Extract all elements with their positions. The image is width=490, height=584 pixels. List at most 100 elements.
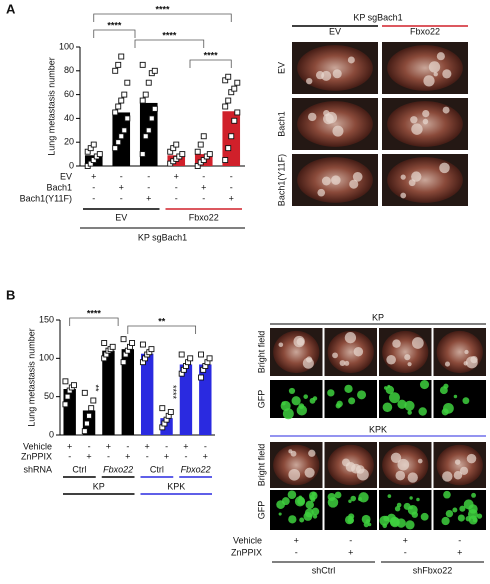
gfp-spot: [420, 512, 429, 521]
data-point: [145, 127, 152, 134]
significance: ****: [87, 308, 102, 318]
nodule: [288, 468, 301, 481]
nodule: [321, 70, 332, 81]
nodule: [407, 472, 418, 483]
gfp-spot: [389, 517, 400, 528]
nodule: [344, 360, 350, 366]
data-point: [139, 61, 146, 68]
data-point: [84, 148, 91, 155]
nodule: [411, 123, 423, 135]
y-axis-title: Lung metastasis number: [26, 328, 36, 427]
condition-mark: -: [126, 441, 129, 451]
data-point: [115, 139, 122, 146]
significance-bracket: [93, 29, 136, 38]
gfp-spot: [288, 515, 297, 524]
condition-mark: +: [203, 451, 208, 461]
condition-mark: -: [202, 193, 205, 203]
significance-bracket: [189, 59, 232, 68]
panel-label: B: [6, 287, 15, 302]
group-label: Fbxo22: [181, 464, 211, 474]
nodule: [422, 118, 429, 125]
gfp-spot: [443, 490, 451, 499]
condition-mark: +: [67, 441, 72, 451]
nodule: [349, 179, 359, 189]
condition-mark: +: [201, 182, 206, 192]
nodule: [422, 109, 430, 118]
data-point: [142, 91, 149, 98]
gfp-spot: [407, 504, 418, 515]
gfp-spot: [476, 513, 483, 519]
gfp-spot: [397, 399, 407, 409]
data-point: [124, 79, 131, 86]
gfp-spot: [382, 523, 388, 529]
data-point: [87, 145, 94, 152]
nodule: [410, 116, 418, 124]
condition-mark: -: [458, 535, 461, 545]
image-row-label: GFP: [256, 501, 266, 520]
gfp-spot: [363, 522, 369, 528]
condition-mark: +: [119, 182, 124, 192]
image-column-label: Fbxo22: [410, 26, 440, 36]
data-point: [118, 133, 125, 140]
row-label: Bach1: [46, 182, 72, 192]
condition-mark: -: [88, 441, 91, 451]
nodule: [332, 352, 338, 359]
data-point: [194, 163, 201, 169]
gfp-spot: [312, 396, 318, 401]
data-point: [90, 141, 97, 148]
nodule: [390, 452, 402, 463]
gfp-spot: [282, 408, 294, 420]
nodule: [339, 360, 346, 366]
group-label: Ctrl: [72, 464, 86, 474]
condition-mark: -: [165, 441, 168, 451]
significance: ****: [107, 20, 122, 30]
data-point: [151, 67, 158, 74]
gfp-spot: [278, 512, 282, 516]
gfp-spot: [357, 496, 362, 501]
nodule: [306, 77, 313, 85]
lung-photo: [297, 101, 373, 147]
data-point: [167, 409, 174, 415]
data-point: [118, 53, 125, 60]
data-point: [178, 351, 185, 358]
data-point: [120, 359, 127, 366]
gfp-spot: [472, 517, 478, 523]
nodule: [395, 470, 406, 481]
nodule: [404, 354, 411, 361]
condition-mark: +: [348, 547, 353, 557]
data-point: [200, 133, 207, 140]
nodule: [442, 69, 452, 79]
gfp-spot: [462, 397, 470, 405]
bar: [140, 353, 154, 435]
gfp-spot: [409, 496, 413, 500]
data-point: [70, 382, 77, 389]
gfp-spot: [443, 383, 449, 389]
nodule: [353, 346, 364, 357]
gfp-spot: [348, 397, 356, 405]
data-point: [231, 117, 238, 124]
nodule: [411, 337, 424, 349]
data-point: [151, 105, 158, 112]
nodule: [444, 361, 450, 367]
gfp-spot: [382, 402, 393, 413]
y-axis-title: Lung metastasis number: [46, 57, 56, 156]
nodule: [407, 362, 412, 367]
data-point: [231, 85, 238, 92]
significance: **: [91, 384, 101, 392]
data-point: [112, 67, 119, 74]
panel-label: A: [6, 1, 16, 16]
data-point: [115, 61, 122, 68]
data-point: [139, 341, 146, 348]
data-point: [225, 145, 232, 152]
condition-mark: -: [92, 182, 95, 192]
data-point: [139, 97, 146, 104]
data-point: [198, 351, 205, 358]
y-tick-label: 0: [69, 160, 74, 170]
nodule: [400, 174, 406, 180]
data-point: [101, 340, 108, 346]
gfp-spot: [404, 400, 415, 411]
condition-mark: +: [174, 171, 179, 181]
gfp-spot: [327, 389, 335, 397]
data-point: [173, 141, 180, 148]
group-label: Fbxo22: [189, 212, 219, 222]
